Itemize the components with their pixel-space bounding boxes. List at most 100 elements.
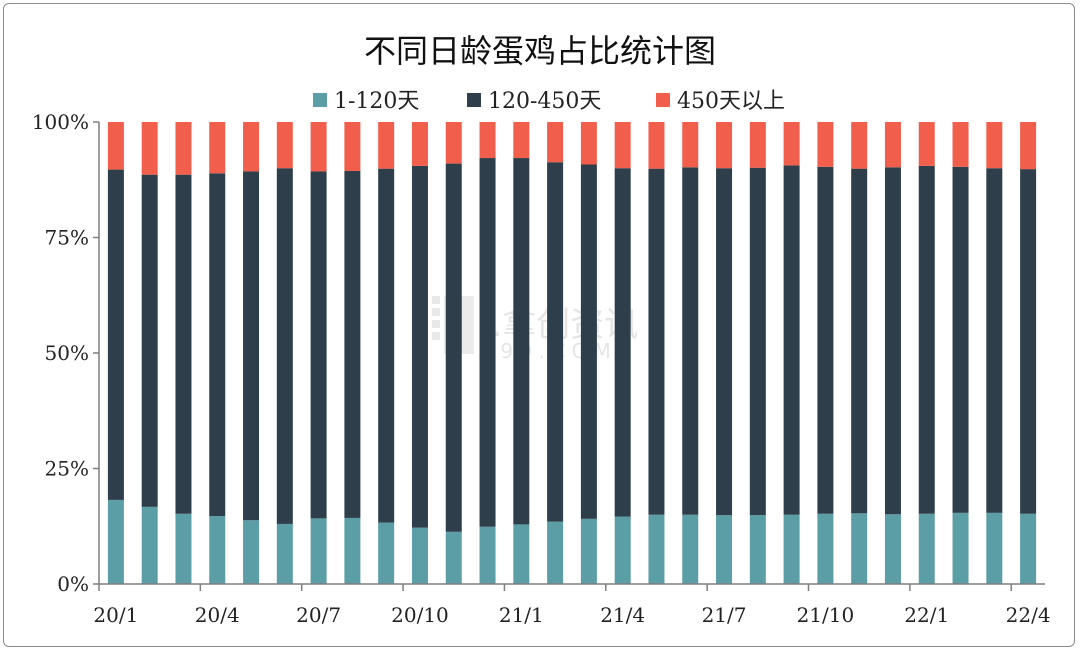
bar-segment-series-3 [580, 122, 597, 165]
bar-segment-series-1 [310, 518, 327, 584]
x-tick-label: 21/1 [499, 603, 544, 627]
bar-segment-series-3 [310, 122, 327, 172]
legend-swatch [313, 93, 327, 107]
bar-segment-series-2 [243, 171, 260, 521]
chart-title: 不同日龄蛋鸡占比统计图 [364, 32, 716, 70]
x-tick-label: 21/7 [702, 603, 747, 627]
bar-segment-series-1 [986, 512, 1003, 584]
bar-stack-21-11 [851, 122, 868, 584]
bar-stack-21-8 [749, 122, 766, 584]
y-tick-label: 100% [32, 110, 89, 134]
bar-segment-series-3 [952, 122, 969, 167]
bar-segment-series-3 [344, 122, 361, 171]
x-axis: 20/1 20/4 20/7 20/10 21/1 21/4 21/7 21/10 22/1 22… [93, 583, 1051, 627]
bar-stack-20-8 [344, 122, 361, 584]
bars-area [107, 122, 1037, 584]
bar-segment-series-3 [986, 122, 1003, 169]
bar-segment-series-1 [817, 513, 834, 584]
bar-segment-series-1 [344, 517, 361, 584]
bar-stack-21-12 [884, 122, 901, 584]
legend-item-3: 450天以上 [656, 89, 785, 114]
bar-stack-21-10 [817, 122, 834, 584]
bar-stack-22-3 [986, 122, 1003, 584]
bar-segment-series-1 [141, 506, 158, 584]
bar-segment-series-3 [614, 122, 631, 169]
bar-stack-20-1 [107, 122, 124, 584]
bar-segment-series-3 [1020, 122, 1037, 170]
bar-segment-series-2 [209, 173, 226, 517]
bar-segment-series-2 [716, 168, 733, 516]
bar-stack-20-4 [209, 122, 226, 584]
bar-stack-21-2 [547, 122, 564, 584]
bar-stack-21-5 [648, 122, 665, 584]
bar-stack-20-12 [479, 122, 496, 584]
x-tick-label: 22/4 [1006, 603, 1051, 627]
bar-segment-series-2 [648, 168, 665, 515]
legend-item-1: 1-120天 [313, 89, 419, 114]
y-tick-label: 25% [45, 457, 89, 481]
bar-segment-series-2 [175, 174, 192, 514]
bar-segment-series-3 [445, 122, 462, 164]
bar-segment-series-2 [445, 163, 462, 532]
bar-segment-series-1 [682, 514, 699, 584]
bar-segment-series-2 [682, 167, 699, 515]
legend-item-2: 120-450天 [467, 89, 601, 114]
bar-segment-series-1 [547, 521, 564, 584]
bar-segment-series-2 [884, 167, 901, 515]
bar-segment-series-1 [209, 516, 226, 584]
bar-segment-series-2 [344, 170, 361, 518]
bar-segment-series-3 [682, 122, 699, 168]
bar-segment-series-1 [276, 523, 293, 584]
bar-stack-20-5 [243, 122, 260, 584]
bar-segment-series-2 [580, 164, 597, 519]
bar-segment-series-2 [817, 166, 834, 514]
bar-segment-series-2 [310, 171, 327, 519]
bar-stack-21-9 [783, 122, 800, 584]
bar-segment-series-1 [378, 522, 395, 584]
x-tick-label: 20/7 [296, 603, 341, 627]
bar-segment-series-2 [851, 168, 868, 514]
bar-segment-series-2 [918, 165, 935, 514]
bar-segment-series-1 [648, 514, 665, 584]
bar-segment-series-2 [107, 169, 124, 500]
legend-swatch [467, 93, 481, 107]
bar-segment-series-2 [479, 158, 496, 527]
bar-segment-series-2 [614, 168, 631, 517]
bar-segment-series-1 [614, 516, 631, 584]
y-tick-label: 75% [45, 226, 89, 250]
bar-segment-series-3 [783, 122, 800, 166]
x-tick-label: 20/4 [195, 603, 240, 627]
bar-segment-series-3 [411, 122, 428, 166]
bar-segment-series-2 [783, 165, 800, 515]
bar-segment-series-1 [952, 512, 969, 584]
bar-segment-series-3 [243, 122, 260, 172]
bar-stack-20-6 [276, 122, 293, 584]
bar-segment-series-3 [817, 122, 834, 167]
bar-stack-20-11 [445, 122, 462, 584]
bar-stack-22-1 [918, 122, 935, 584]
bar-stack-22-4 [1020, 122, 1037, 584]
bar-segment-series-2 [1020, 169, 1037, 514]
bar-segment-series-3 [884, 122, 901, 168]
bar-segment-series-3 [378, 122, 395, 169]
bar-segment-series-2 [378, 168, 395, 523]
bar-segment-series-2 [986, 168, 1003, 513]
bar-segment-series-2 [547, 162, 564, 522]
y-axis: 0% 25% 50% 75% 100% [32, 110, 100, 596]
bar-segment-series-1 [884, 514, 901, 584]
bar-segment-series-1 [411, 527, 428, 584]
x-tick-label: 22/1 [904, 603, 949, 627]
bar-stack-22-2 [952, 122, 969, 584]
bar-segment-series-3 [479, 122, 496, 159]
bar-segment-series-1 [175, 513, 192, 584]
bar-stack-21-1 [513, 122, 530, 584]
x-tick-label: 20/10 [391, 603, 449, 627]
bar-stack-20-10 [411, 122, 428, 584]
bar-stack-20-7 [310, 122, 327, 584]
bar-stack-20-9 [378, 122, 395, 584]
bar-stack-21-6 [682, 122, 699, 584]
x-tick-label: 20/1 [93, 603, 138, 627]
bar-segment-series-2 [952, 166, 969, 513]
bar-segment-series-3 [749, 122, 766, 168]
